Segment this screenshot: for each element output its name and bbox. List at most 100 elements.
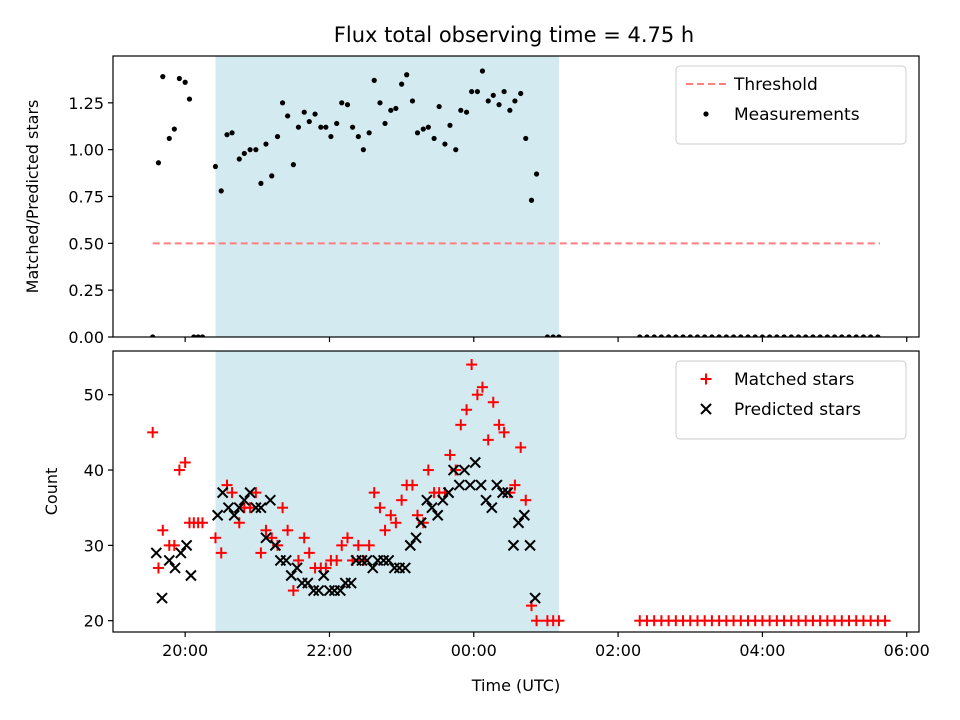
data-point [307,584,320,597]
data-point [367,562,379,574]
y-tick-label: 0.25 [68,281,104,300]
data-point [759,334,766,337]
data-point [447,122,453,128]
data-point [356,554,368,567]
data-point [355,133,361,140]
data-point [518,509,531,521]
data-point [442,141,448,147]
legend-box [675,360,907,440]
data-point [374,502,386,514]
data-point [493,419,505,431]
data-point [339,100,345,106]
data-point [352,539,364,551]
data-point [702,334,708,337]
data-point [831,334,838,337]
data-point [524,539,536,552]
data-point [195,334,201,337]
data-point [388,107,394,113]
data-point [191,334,197,337]
data-point [176,75,182,82]
y-axis-label: Matched/Predicted stars [23,100,42,294]
data-point [501,486,514,499]
bottom-panel: 20 30 40 50 20:00 22:00 00:00 02:00 04:00 06:00 Co… [42,350,930,695]
x-tick-label: 04:00 [739,641,785,660]
data-point [331,554,343,566]
data-point [306,118,312,125]
data-point [264,494,277,506]
data-point [393,105,399,112]
legend-x-swatch-b [700,403,712,415]
data-point [485,98,491,104]
data-point [182,79,188,85]
data-point [709,334,715,337]
data-point [222,501,235,514]
x-tick-label: 02:00 [595,641,641,660]
data-point [157,524,169,536]
data-point [292,554,304,566]
legend-label: Threshold [733,75,818,95]
data-point [431,135,437,142]
chart-title: Flux total observing time = 4.75 h [334,23,694,47]
data-point [215,547,227,559]
data-point [666,334,672,337]
data-point [425,124,431,130]
data-point [490,92,496,98]
data-point [501,88,507,95]
legend-dot-swatch [703,111,709,117]
data-point [553,615,565,627]
data-point [211,509,224,521]
data-point [216,486,229,499]
data-point [774,334,780,337]
data-point [482,434,494,446]
data-point [303,547,315,559]
data-point [173,464,185,476]
y-tick-label: 0.50 [68,234,104,253]
data-point [258,180,264,186]
data-point [368,487,380,499]
data-point [312,584,325,597]
data-point [199,334,206,337]
data-point [229,130,235,136]
data-point [879,615,891,627]
data-point [458,107,464,113]
data-point [644,334,650,337]
data-point [228,509,240,521]
data-point [415,517,427,529]
data-point [414,130,421,136]
data-point [745,334,751,337]
data-point [344,102,351,108]
data-point [426,501,438,514]
data-point [366,130,372,136]
data-point [209,532,221,544]
y-tick-label: 20 [84,612,104,631]
data-point [382,120,388,127]
data-point [461,404,473,416]
x-tick-label: 20:00 [162,641,208,660]
data-point [379,524,391,536]
data-point [637,334,643,337]
data-point [868,334,874,337]
data-point [694,334,701,337]
data-point [421,494,433,506]
legend-label: Matched stars [734,370,854,390]
data-point [556,334,562,337]
data-point [860,334,867,337]
data-point [507,107,513,113]
data-point [817,334,823,337]
data-point [226,487,238,499]
data-point [680,334,686,337]
data-point [404,539,416,552]
data-point [287,585,299,597]
data-point [334,120,340,127]
data-point [486,501,498,514]
data-point [432,509,444,521]
data-point [498,426,510,438]
data-point [409,98,416,104]
data-point [147,426,159,438]
data-point [175,547,187,559]
data-point [274,133,281,140]
data-point [298,532,310,544]
data-point [846,334,852,337]
data-point [180,539,193,552]
data-point [280,554,292,567]
